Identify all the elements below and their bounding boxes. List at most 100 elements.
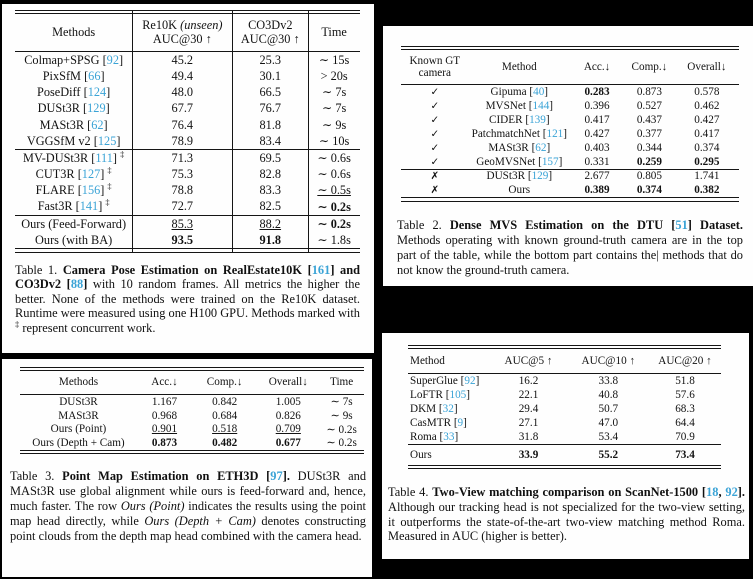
table-row: Roma [33] 31.8 53.4 70.9 [408, 430, 721, 444]
table-cell: Known GT camera [409, 54, 461, 80]
table-cell: 0.873 [151, 436, 178, 449]
table-rule [401, 46, 739, 51]
table-cell: 67.7 [171, 101, 194, 116]
table-cell: GeoMVSNet [157] [476, 155, 563, 168]
table-cell: 0.396 [584, 100, 610, 113]
table-cell: Comp.↓ [631, 60, 668, 73]
table-rule [401, 84, 739, 86]
table-cell: Colmap+SPSG [92] [24, 52, 124, 67]
citation-ref: 66 [88, 68, 101, 83]
table-cell: AUC@5 ↑ [504, 354, 553, 367]
citation-ref: 161 [311, 262, 331, 277]
table-rule [15, 10, 360, 15]
table-cell: 51.8 [675, 375, 695, 388]
citation-ref: 9 [457, 417, 464, 430]
citation-ref: 105 [449, 389, 467, 402]
table-cell: ✗ [430, 184, 440, 197]
table2: Known GT camera Method Acc.↓ Comp.↓ Overall↓ ✓… [401, 46, 739, 202]
table-cell: DUSt3R [129] [486, 170, 553, 183]
table-cell: AUC@10 ↑ [581, 354, 636, 367]
table-row: Fast3R [141] ‡ 72.7 82.5 ∼ 0.2s [15, 199, 360, 215]
table-cell: 76.4 [171, 117, 194, 132]
table-cell: Time [330, 376, 354, 389]
table-cell: 75.3 [171, 167, 194, 182]
citation-ref: 92 [464, 375, 476, 388]
table-cell: 71.3 [171, 150, 194, 165]
table-row: ✗ Ours 0.389 0.374 0.382 [401, 183, 739, 197]
table-cell: 0.437 [636, 113, 662, 126]
table-cell: 72.7 [171, 199, 194, 214]
citation-ref: 97 [270, 468, 283, 483]
table-row: Ours (Depth + Cam) 0.873 0.482 0.677 ∼ 0.2s [20, 436, 364, 450]
table3: Methods Acc.↓ Comp.↓ Overall↓ Time DUSt3R 1.16… [20, 367, 364, 454]
table-cell: 0.389 [584, 184, 610, 197]
table-cell: 1.167 [151, 395, 178, 408]
citation-ref: 129 [87, 101, 106, 116]
table4: Method AUC@5 ↑ AUC@10 ↑ AUC@20 ↑ SuperGlue [… [408, 345, 721, 470]
table2-caption: Table 2. Dense MVS Estimation on the DTU… [397, 217, 744, 278]
table-row: CasMTR [9] 27.1 47.0 64.4 [408, 416, 721, 430]
table-cell: Ours [508, 184, 531, 197]
table-cell: 0.403 [584, 141, 610, 154]
table-cell: Ours (with BA) [35, 232, 113, 247]
table-cell: 0.374 [694, 141, 720, 154]
table-cell: MVSNet [144] [485, 100, 554, 113]
table-cell: ∼ 0.6s [317, 150, 351, 165]
table-rule [15, 149, 360, 151]
table-cell: 16.2 [518, 375, 539, 388]
table-cell: PoseDiff [124] [37, 85, 111, 100]
table-row: MV-DUSt3R [111] ‡ 71.3 69.5 ∼ 0.6s [15, 150, 360, 166]
table-rule [408, 465, 721, 470]
table-cell: ∼ 0.2s [326, 437, 357, 450]
citation-ref: 40 [533, 86, 545, 99]
citation-ref: 157 [541, 155, 559, 168]
citation-ref: 62 [535, 141, 547, 154]
table-rule [401, 168, 739, 170]
table-cell: 78.8 [171, 183, 194, 198]
table-cell: PixSfM [66] [42, 68, 105, 83]
table-row: FLARE [156] ‡ 78.8 83.3 ∼ 0.5s [15, 183, 360, 199]
table-cell: 0.482 [212, 436, 238, 449]
citation-ref: 32 [442, 403, 454, 416]
table-row: Method AUC@5 ↑ AUC@10 ↑ AUC@20 ↑ [408, 349, 721, 373]
table-row: Ours (Feed-Forward) 85.3 88.2 ∼ 0.2s [15, 216, 360, 232]
table-cell: 73.4 [675, 449, 695, 462]
table-cell: CIDER [139] [488, 113, 550, 126]
table-cell: MASt3R [62] [39, 117, 108, 132]
table-cell: Ours (Point) [50, 423, 107, 436]
table-row: PixSfM [66] 49.4 30.1 > 20s [15, 68, 360, 84]
table-cell: 0.427 [584, 127, 610, 140]
table-row: DUSt3R 1.167 0.842 1.005 ∼ 7s [20, 395, 364, 409]
table-row: MASt3R 0.968 0.684 0.826 ∼ 9s [20, 409, 364, 423]
table-cell: 66.5 [259, 85, 282, 100]
table-cell: CUT3R [127] ‡ [35, 166, 112, 182]
table-cell: 78.9 [171, 133, 194, 148]
table-cell: FLARE [156] ‡ [35, 182, 112, 198]
table-cell: 0.709 [275, 423, 301, 436]
table-cell: 0.901 [151, 423, 178, 436]
table-cell: 49.4 [171, 68, 194, 83]
table-cell: MV-DUSt3R [111] ‡ [23, 149, 125, 165]
column-separator [232, 11, 234, 252]
table-cell: ∼ 9s [321, 117, 347, 132]
citation-ref: 124 [87, 85, 107, 100]
table-cell: Method [410, 354, 445, 367]
table-cell: 50.7 [598, 403, 619, 416]
table-cell: 82.5 [259, 199, 282, 214]
table-cell: 0.374 [636, 184, 662, 197]
citation-ref: 141 [79, 199, 99, 214]
table-cell: Fast3R [141] ‡ [37, 198, 110, 214]
table-cell: 0.417 [584, 113, 610, 126]
table-cell: 0.826 [275, 409, 301, 422]
table-cell: 0.344 [636, 141, 662, 154]
table-cell: 88.2 [259, 216, 282, 231]
table-cell: Acc.↓ [583, 60, 611, 73]
table-cell: 0.842 [212, 395, 238, 408]
citation-ref: 88 [70, 277, 84, 292]
table-cell: 0.295 [694, 155, 720, 168]
table1: Methods Re10K (unseen) AUC@30 ↑ CO3Dv2 AUC@3… [15, 10, 360, 253]
table-cell: ∼ 7s [321, 85, 347, 100]
table-cell: Methods [58, 376, 99, 389]
citation-ref: 18 [706, 485, 719, 500]
table-cell: 25.3 [259, 52, 282, 67]
